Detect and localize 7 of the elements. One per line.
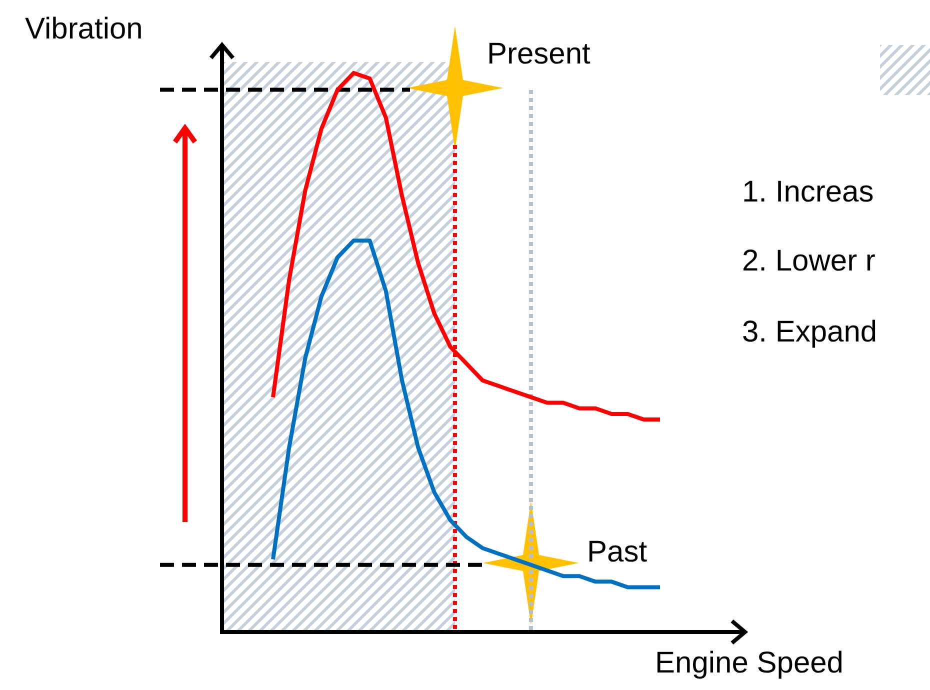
y-axis-title: Vibration bbox=[25, 12, 143, 46]
text: 3. Expand bbox=[742, 315, 878, 348]
x-axis-title: Engine Speed bbox=[655, 646, 844, 680]
text: 1. Increas bbox=[742, 175, 874, 208]
text: 2. Lower r bbox=[742, 244, 876, 278]
annotation: Past bbox=[587, 535, 648, 568]
text: Present bbox=[487, 37, 592, 70]
